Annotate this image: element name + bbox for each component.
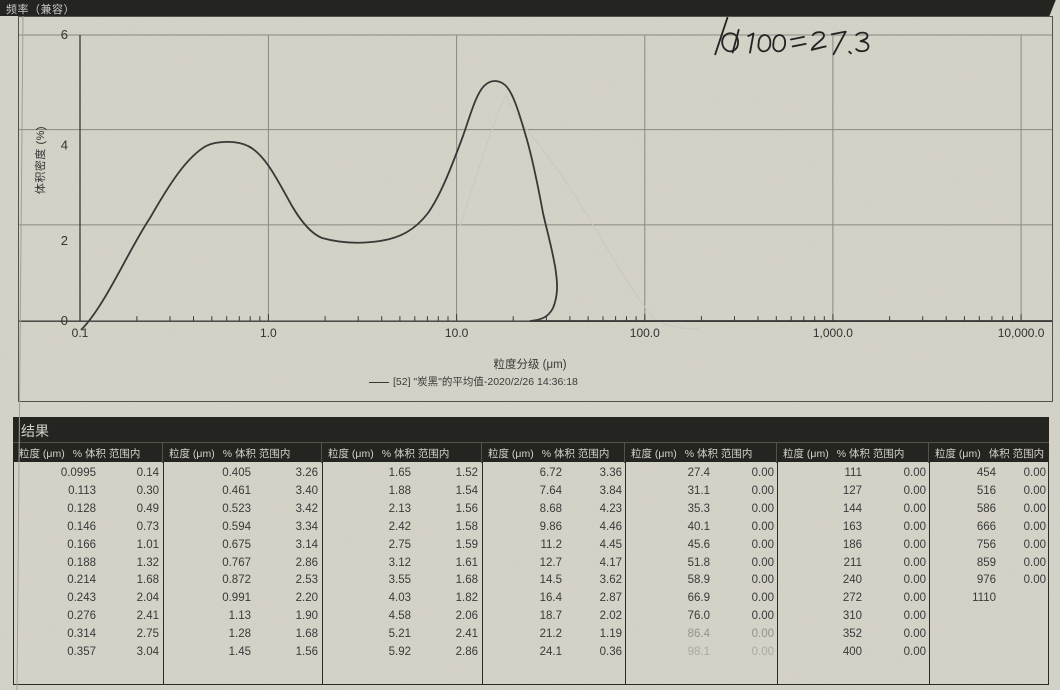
svg-text:0.1: 0.1 xyxy=(72,326,89,340)
svg-text:0: 0 xyxy=(61,313,68,328)
svg-text:100.0: 100.0 xyxy=(630,326,660,340)
svg-text:10.0: 10.0 xyxy=(445,326,469,340)
svg-text:6: 6 xyxy=(61,27,68,42)
svg-text:1.0: 1.0 xyxy=(260,326,277,340)
svg-text:10,000.0: 10,000.0 xyxy=(998,326,1045,340)
svg-text:2: 2 xyxy=(61,233,68,248)
svg-text:4: 4 xyxy=(61,138,68,153)
svg-text:1,000.0: 1,000.0 xyxy=(813,326,853,340)
